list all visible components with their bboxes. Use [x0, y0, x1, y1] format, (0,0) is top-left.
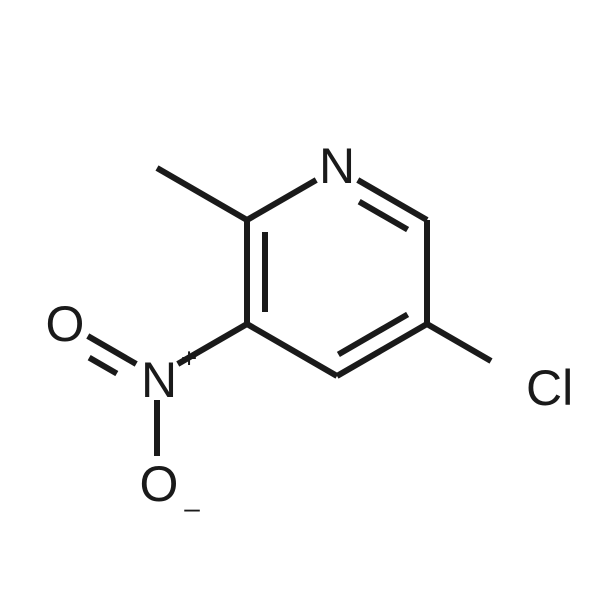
atom-label-O_minus: – — [184, 492, 200, 523]
atom-label-O_dbl: O — [46, 296, 85, 352]
atom-label-N_plus: + — [181, 342, 197, 373]
atom-label-Cl: Cl — [526, 360, 573, 416]
atom-label-N_nitro: N — [141, 352, 177, 408]
molecule-diagram: NN+OO–Cl — [0, 0, 600, 600]
atom-label-O_neg: O — [140, 456, 179, 512]
atom-label-N_ring: N — [319, 138, 355, 194]
